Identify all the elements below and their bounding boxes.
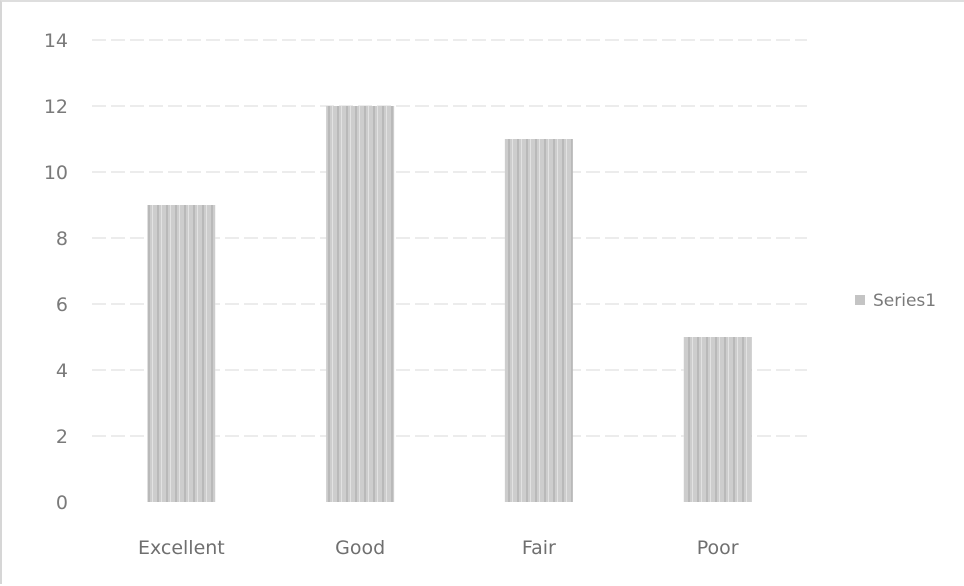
bar-good — [326, 106, 395, 502]
y-tick-label: 4 — [56, 360, 68, 382]
y-tick-label: 6 — [56, 294, 68, 316]
x-category-label: Excellent — [138, 537, 225, 559]
legend-swatch — [855, 295, 865, 305]
x-axis-category-labels: Excellent Good Fair Poor — [138, 537, 739, 559]
y-tick-label: 10 — [44, 162, 68, 184]
y-tick-label: 0 — [56, 492, 68, 514]
y-tick-label: 2 — [56, 426, 68, 448]
bar-excellent — [147, 205, 216, 502]
x-category-label: Good — [335, 537, 385, 559]
y-axis-tick-labels: 0 2 4 6 8 10 12 14 — [44, 30, 68, 514]
x-category-label: Poor — [697, 537, 739, 559]
y-tick-label: 8 — [56, 228, 68, 250]
legend-label: Series1 — [873, 291, 936, 311]
x-category-label: Fair — [522, 537, 556, 559]
bar-poor — [683, 337, 752, 502]
legend: Series1 — [855, 291, 936, 311]
y-tick-label: 12 — [44, 96, 68, 118]
y-tick-label: 14 — [44, 30, 68, 52]
bars — [147, 106, 752, 502]
bar-fair — [504, 139, 573, 502]
